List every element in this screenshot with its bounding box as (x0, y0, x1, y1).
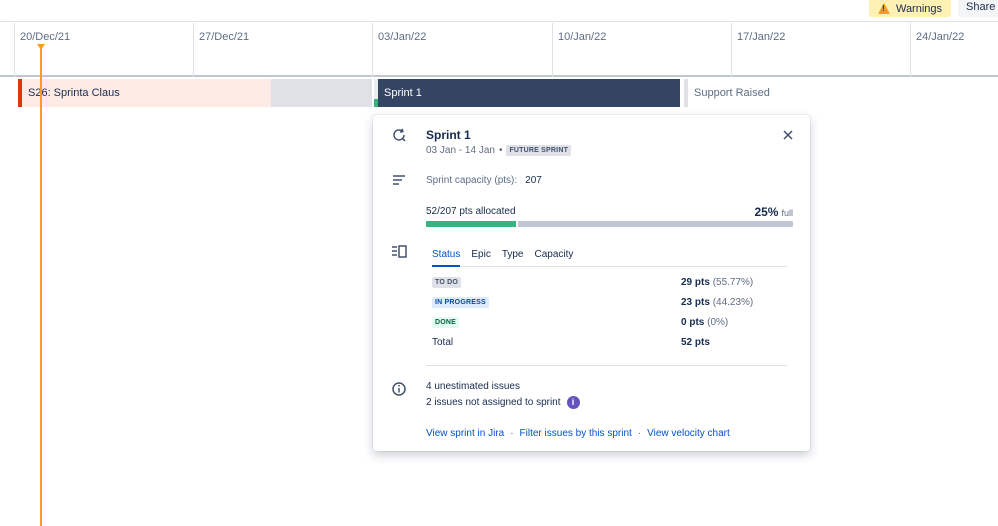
tab-epic[interactable]: Epic (471, 249, 491, 260)
date-column: 17/Jan/22 (731, 23, 910, 77)
status-value: 23 pts (44.23%) (681, 297, 753, 308)
sprint-state-badge: FUTURE SPRINT (506, 145, 572, 156)
status-badge: DONE (432, 316, 460, 328)
velocity-chart-link[interactable]: View velocity chart (647, 428, 730, 439)
date-column: 03/Jan/22 (372, 23, 552, 77)
status-pts: 23 pts (681, 296, 710, 308)
top-toolbar: Warnings Share a (0, 0, 998, 22)
sprint-bar-previous[interactable]: S26: Sprinta Claus (18, 79, 271, 107)
allocated-percent-suffix: full (781, 208, 793, 218)
date-separator: • (498, 145, 503, 156)
info-circle-icon[interactable]: i (566, 396, 580, 409)
sprint-bar-next[interactable]: Support Raised (684, 79, 998, 107)
link-separator: · (637, 428, 642, 439)
status-badge: IN PROGRESS (432, 296, 489, 308)
close-icon[interactable] (782, 129, 794, 141)
sprint-links: View sprint in Jira · Filter issues by t… (426, 428, 730, 439)
sprint-row: S26: Sprinta Claus Sprint 1 Support Rais… (0, 78, 998, 526)
date-column: 24/Jan/22 (910, 23, 998, 77)
tab-capacity[interactable]: Capacity (534, 249, 574, 260)
warnings-button[interactable]: Warnings (869, 0, 951, 17)
today-line (40, 44, 42, 526)
unestimated-issues: 4 unestimated issues (426, 381, 520, 392)
warning-icon (877, 3, 890, 14)
share-button[interactable]: Share a (958, 0, 998, 17)
tab-status[interactable]: Status (432, 249, 461, 267)
timeline-header: 20/Dec/21 27/Dec/21 03/Jan/22 10/Jan/22 … (0, 23, 998, 77)
allocated-percent: 25% full (754, 205, 793, 219)
warnings-label: Warnings (895, 2, 943, 15)
sprint-title: Sprint 1 (426, 128, 471, 142)
status-pct: (55.77%) (712, 276, 754, 288)
status-row-in-progress: IN PROGRESS 23 pts (44.23%) (432, 293, 787, 311)
allocation-progress-fill (426, 221, 518, 227)
date-column: 20/Dec/21 (14, 23, 193, 77)
breakdown-tabs: Status Epic Type Capacity (432, 249, 787, 267)
date-column: 27/Dec/21 (193, 23, 372, 77)
status-row-done: DONE 0 pts (0%) (432, 313, 787, 331)
today-marker-icon (37, 44, 45, 50)
total-pts: 52 pts (681, 336, 710, 348)
sprint-dates: 03 Jan - 14 Jan • FUTURE SPRINT (426, 145, 572, 156)
unassigned-text: 2 issues not assigned to sprint (426, 397, 561, 408)
capacity-value: 207 (525, 175, 542, 186)
total-label: Total (432, 336, 454, 348)
capacity-label: Sprint capacity (pts): (426, 175, 518, 186)
status-value: 29 pts (55.77%) (681, 277, 753, 288)
status-badge: TO DO (432, 276, 462, 288)
sprint-cycle-icon (393, 128, 406, 142)
sprint-details-popup: Sprint 1 03 Jan - 14 Jan • FUTURE SPRINT… (373, 115, 810, 451)
status-pct: (44.23%) (712, 296, 754, 308)
unassigned-issues: 2 issues not assigned to sprint i (426, 396, 580, 409)
allocation-progress-bar (426, 221, 793, 227)
sprint-date-range: 03 Jan - 14 Jan (426, 145, 495, 156)
divider (426, 365, 787, 366)
view-sprint-link[interactable]: View sprint in Jira (426, 428, 505, 439)
filter-issues-link[interactable]: Filter issues by this sprint (519, 428, 632, 439)
capacity-icon (393, 175, 405, 185)
allocated-percent-value: 25% (754, 205, 779, 219)
total-value: 52 pts (681, 337, 710, 348)
sprint-gap (271, 79, 372, 107)
allocated-text: 52/207 pts allocated (426, 206, 516, 217)
breakdown-icon (392, 245, 407, 258)
status-pct: (0%) (707, 316, 729, 328)
status-pts: 29 pts (681, 276, 710, 288)
sprint-bar-current[interactable]: Sprint 1 (374, 79, 680, 107)
link-separator: · (510, 428, 514, 439)
date-column: 10/Jan/22 (552, 23, 731, 77)
info-icon (392, 382, 406, 396)
status-value: 0 pts (0%) (681, 317, 728, 328)
status-pts: 0 pts (681, 316, 705, 328)
status-row-todo: TO DO 29 pts (55.77%) (432, 273, 787, 291)
sprint-capacity: Sprint capacity (pts): 207 (426, 175, 542, 186)
tab-type[interactable]: Type (501, 249, 524, 260)
status-row-total: Total 52 pts (432, 333, 787, 351)
